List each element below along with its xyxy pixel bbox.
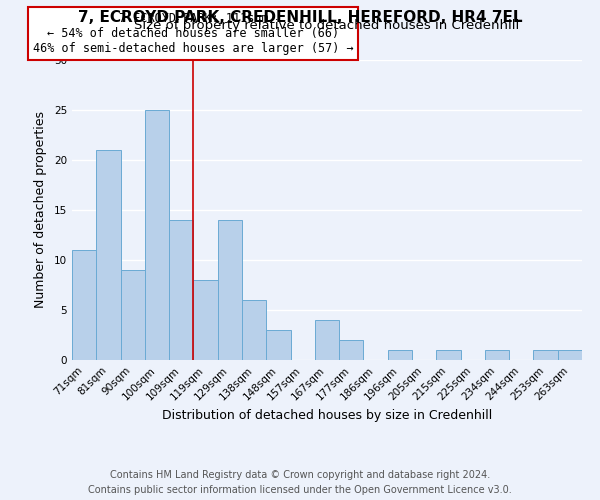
Text: 7, ECROYD PARK, CREDENHILL, HEREFORD, HR4 7EL: 7, ECROYD PARK, CREDENHILL, HEREFORD, HR… [78,10,522,25]
Y-axis label: Number of detached properties: Number of detached properties [34,112,47,308]
Bar [339,340,364,360]
Bar [169,220,193,360]
Bar [145,110,169,360]
Title: Size of property relative to detached houses in Credenhill: Size of property relative to detached ho… [134,20,520,32]
Bar [242,300,266,360]
Text: 7 ECROYD PARK: 111sqm
← 54% of detached houses are smaller (66)
46% of semi-deta: 7 ECROYD PARK: 111sqm ← 54% of detached … [33,12,354,55]
Bar [72,250,96,360]
Bar [558,350,582,360]
Bar [193,280,218,360]
Bar [485,350,509,360]
Bar [436,350,461,360]
Bar [266,330,290,360]
Bar [388,350,412,360]
Bar [218,220,242,360]
Bar [315,320,339,360]
Bar [533,350,558,360]
Text: Contains HM Land Registry data © Crown copyright and database right 2024.
Contai: Contains HM Land Registry data © Crown c… [88,470,512,495]
Bar [121,270,145,360]
X-axis label: Distribution of detached houses by size in Credenhill: Distribution of detached houses by size … [162,408,492,422]
Bar [96,150,121,360]
